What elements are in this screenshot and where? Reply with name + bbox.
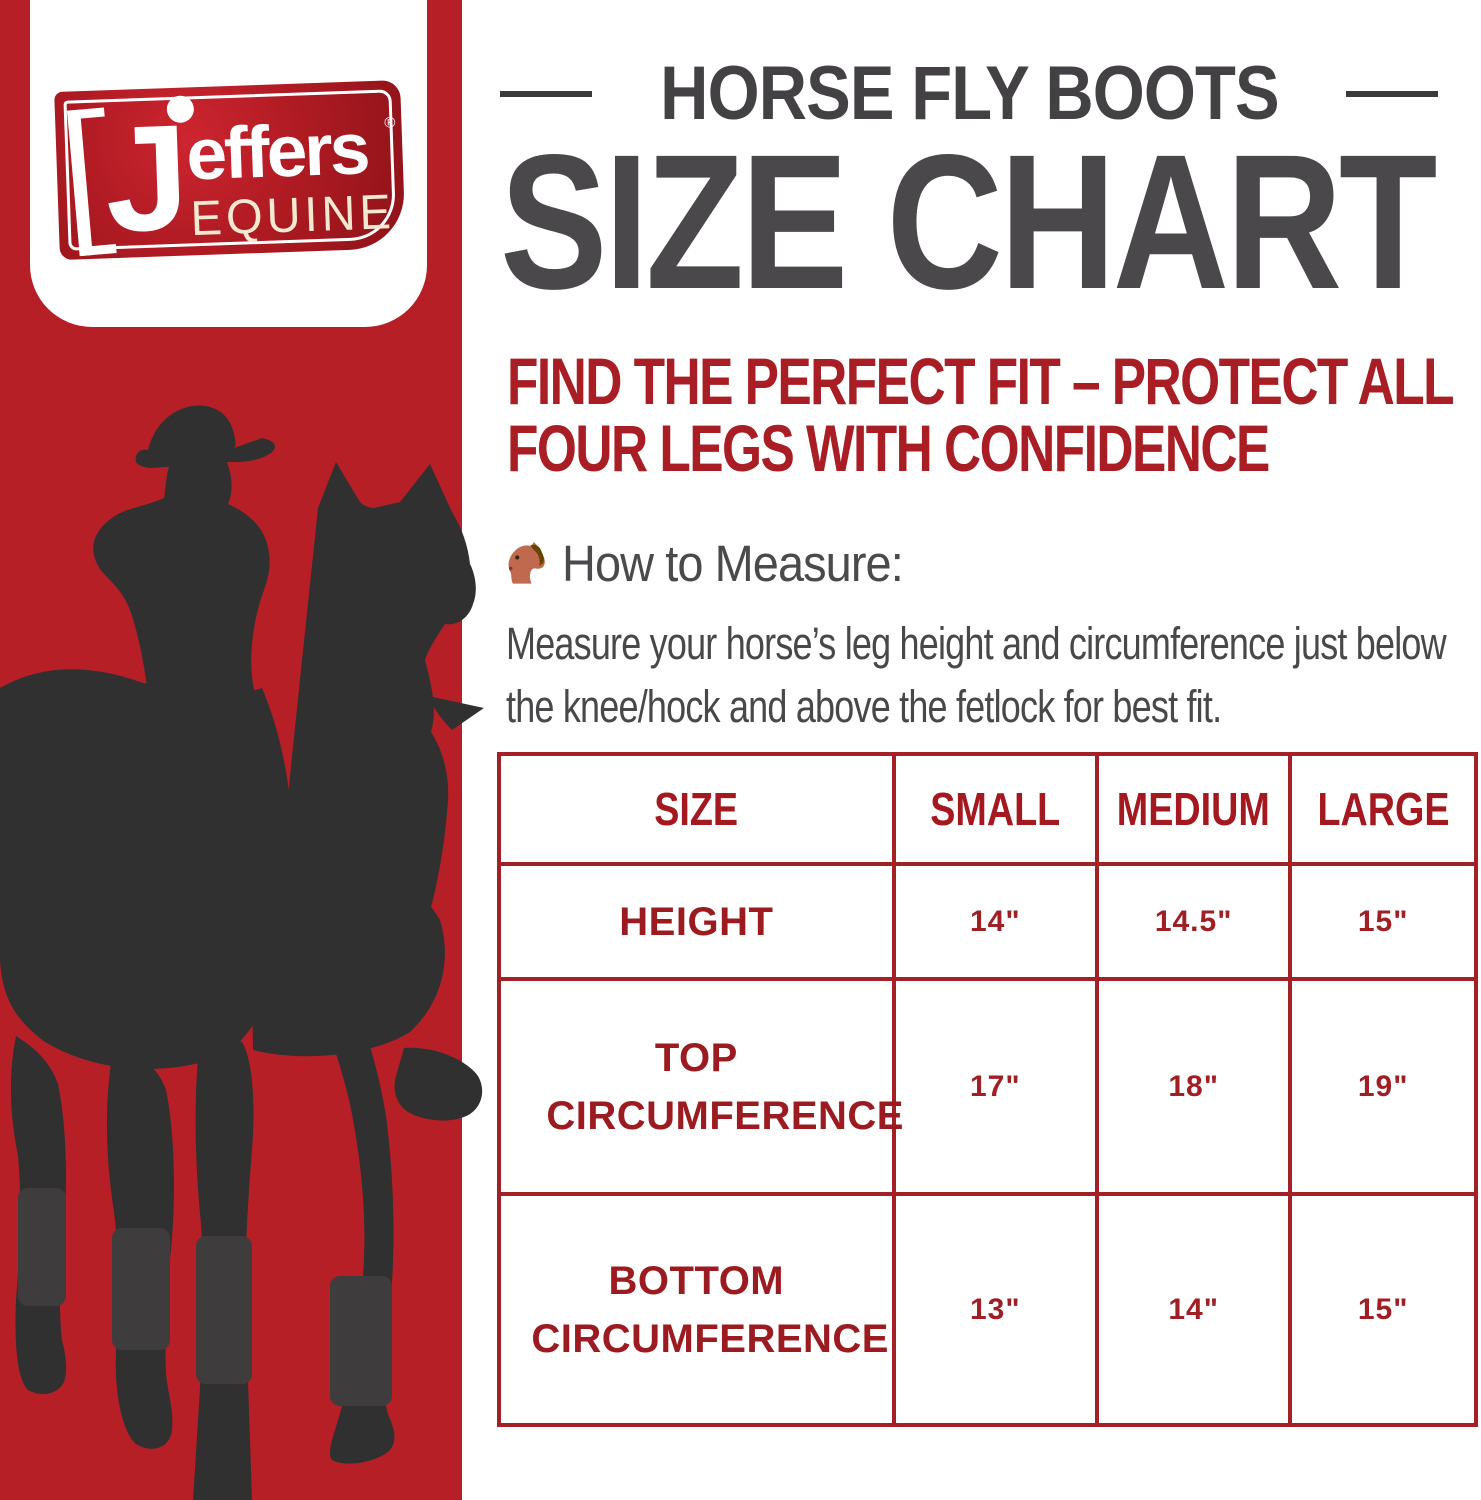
row-label-bottom-circumference: BOTTOM CIRCUMFERENCE [497,1192,896,1427]
top-circ-medium-value: 18" [1094,977,1293,1196]
tagline-heading: FIND THE PERFECT FIT – PROTECT ALL FOUR … [507,344,1455,485]
page-title: SIZE CHART [500,114,1437,329]
col-header-medium: MEDIUM [1094,752,1293,866]
top-circ-large-value: 19" [1288,977,1478,1196]
how-to-measure-row: How to Measure: [502,534,933,593]
horse-emoji-icon [508,541,545,584]
logo-subtitle: EQUINE [189,183,396,246]
col-header-size: SIZE [497,752,896,866]
table-header-row: SIZE SMALL MEDIUM LARGE [497,752,1478,866]
logo-initial: J [102,92,192,264]
horse-head-shape [268,462,476,1030]
row-label-height: HEIGHT [497,862,896,981]
dash-left-icon [499,90,592,97]
size-table: SIZE SMALL MEDIUM LARGE HEIGHT 14" 14.5"… [497,752,1478,1427]
rein-strap-shape [428,696,484,730]
horse-knee-shape [394,1047,483,1121]
height-medium-value: 14.5" [1094,862,1293,981]
height-large-value: 15" [1288,862,1478,981]
tagline-line-2: FOUR LEGS WITH CONFIDENCE [507,411,1270,485]
table-row: HEIGHT 14" 14.5" 15" [497,862,1478,981]
top-circ-small-value: 17" [891,977,1099,1196]
bottom-circ-medium-value: 14" [1094,1192,1293,1427]
kicker-row: HORSE FLY BOOTS [490,50,1448,137]
row-label-top-circumference: TOP CIRCUMFERENCE [497,977,903,1196]
fly-boot-3 [196,1236,252,1384]
col-header-small: SMALL [891,752,1099,866]
horse-body-shape [0,669,293,1070]
logo-wordmark: effers [185,108,369,196]
bottom-circ-large-value: 15" [1288,1192,1478,1427]
kicker-title: HORSE FLY BOOTS [659,51,1279,136]
fly-boot-2 [112,1228,170,1350]
measure-instructions: Measure your horse’s leg height and circ… [506,618,1447,732]
rider-body-shape [93,460,270,700]
tagline-line-1: FIND THE PERFECT FIT – PROTECT ALL [507,344,1455,418]
cowboy-horse-silhouette-image [0,405,484,1500]
table-row: BOTTOM CIRCUMFERENCE 13" 14" 15" [497,1192,1478,1427]
registered-trademark-icon: ® [384,114,396,132]
table-row: TOP CIRCUMFERENCE 17" 18" 19" [497,977,1478,1196]
cowboy-hat-shape [135,405,275,468]
jeffers-logo: J effers ® EQUINE [54,80,406,264]
how-to-measure-label: How to Measure: [562,535,904,592]
dash-right-icon [1346,90,1439,97]
fly-boot-4 [330,1276,392,1406]
col-header-large: LARGE [1288,752,1478,866]
brand-logo-card: J effers ® EQUINE [30,0,427,327]
bottom-circ-small-value: 13" [891,1192,1099,1427]
fly-boot-1 [18,1188,66,1306]
height-small-value: 14" [891,862,1099,981]
